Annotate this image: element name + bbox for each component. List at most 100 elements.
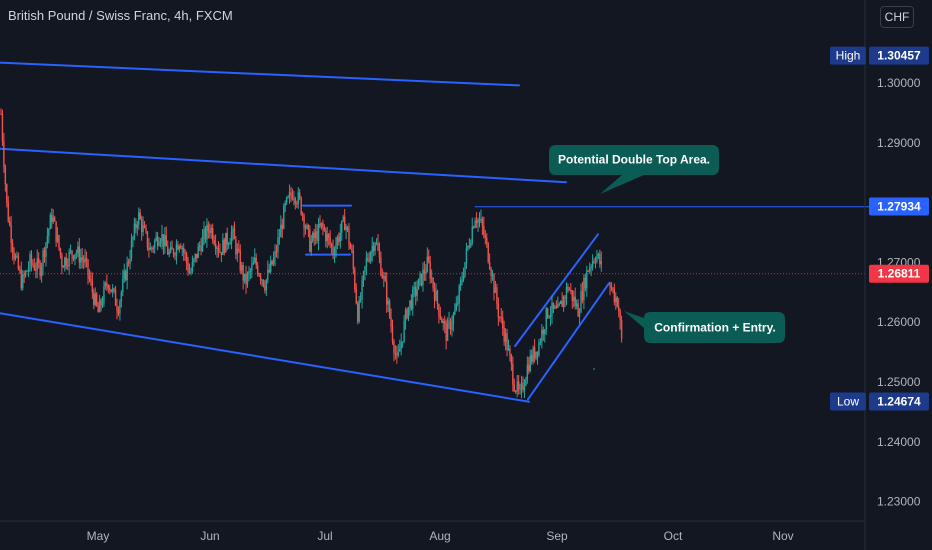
candle-body xyxy=(316,231,318,242)
candle-body xyxy=(557,304,559,308)
candle-body xyxy=(361,280,363,300)
candle-body xyxy=(261,279,263,281)
candle-body xyxy=(38,258,40,264)
candle-body xyxy=(544,329,546,335)
candle-body xyxy=(448,320,450,322)
candle-body xyxy=(541,329,543,343)
chart-title: British Pound / Swiss Franc, 4h, FXCM xyxy=(8,8,233,23)
candle-body xyxy=(75,253,78,255)
candle-body xyxy=(417,278,420,290)
candle-body xyxy=(428,256,430,262)
price-axis[interactable]: 1.300001.290001.280001.270001.260001.250… xyxy=(877,76,921,509)
candle-body xyxy=(619,310,621,321)
time-axis[interactable]: May Jun Jul Aug Sep Oct Nov xyxy=(87,529,794,543)
candle-body xyxy=(345,226,347,231)
candle-body xyxy=(500,317,502,319)
candle-body xyxy=(480,218,482,221)
price-marker-label: High xyxy=(836,49,861,63)
candle-body xyxy=(310,241,312,252)
candle-body xyxy=(55,221,57,242)
candle-body xyxy=(162,234,165,247)
candle-body xyxy=(248,271,250,274)
candle-body xyxy=(16,255,18,257)
candle-body xyxy=(558,303,560,305)
time-tick-label: Nov xyxy=(772,529,793,543)
candle-body xyxy=(387,300,389,305)
candle-body xyxy=(610,285,613,288)
candle-body xyxy=(532,347,534,362)
candle-body xyxy=(589,267,591,272)
candle-body xyxy=(497,304,500,318)
candle-body xyxy=(343,216,346,231)
candle-body xyxy=(210,227,212,233)
candle-body xyxy=(125,271,127,281)
rising-channel-upper-line[interactable] xyxy=(514,233,599,348)
candle-body xyxy=(352,251,355,270)
candle-body xyxy=(380,257,382,276)
callout-double-top[interactable]: Potential Double Top Area. xyxy=(549,145,719,194)
price-tick-label: 1.24000 xyxy=(877,435,921,449)
candle-body xyxy=(288,192,291,197)
candle-body xyxy=(129,258,131,264)
candle-body xyxy=(68,251,70,266)
candle-body xyxy=(81,257,83,260)
candle-body xyxy=(0,113,2,115)
candle-body xyxy=(256,265,259,275)
candle-body xyxy=(584,277,587,289)
candle-body xyxy=(570,289,572,291)
candle-body xyxy=(154,240,156,249)
candle-body xyxy=(48,229,50,236)
candle-body xyxy=(255,257,257,266)
candle-body xyxy=(439,315,442,319)
candle-body xyxy=(367,258,369,261)
channel-top-line[interactable] xyxy=(0,147,567,184)
candle-body xyxy=(313,232,315,239)
candle-body xyxy=(1,113,4,142)
candle-body xyxy=(528,364,530,372)
candle-body xyxy=(7,202,9,222)
candle-body xyxy=(365,258,368,267)
candle-body xyxy=(525,379,527,386)
candle-body xyxy=(594,261,597,263)
candle-body xyxy=(187,262,189,272)
upper-channel-line[interactable] xyxy=(0,61,520,87)
candle-body xyxy=(499,317,501,319)
price-marker-box xyxy=(869,46,929,65)
candle-body xyxy=(326,234,328,242)
callout-confirmation[interactable]: Confirmation + Entry. xyxy=(624,311,785,343)
candle-body xyxy=(371,245,373,253)
candle-body xyxy=(325,230,327,242)
candle-body xyxy=(396,354,398,356)
candle-body xyxy=(11,243,14,252)
candle-body xyxy=(74,254,76,260)
candle-body xyxy=(573,296,575,301)
candle-body xyxy=(106,282,108,286)
candle-body xyxy=(554,306,556,309)
candle-body xyxy=(342,216,344,221)
candle-body xyxy=(420,273,423,286)
candle-body xyxy=(71,250,73,256)
candle-body xyxy=(100,299,102,306)
price-marker-value: 1.27934 xyxy=(877,200,921,214)
candle-body xyxy=(123,271,125,279)
candle-body xyxy=(84,257,86,263)
channel-bottom-line[interactable] xyxy=(0,312,530,403)
candle-body xyxy=(535,351,537,359)
candle-body xyxy=(358,300,360,322)
candle-body xyxy=(64,257,66,268)
candle-body xyxy=(529,355,531,372)
candle-body xyxy=(452,314,455,325)
candle-body xyxy=(386,281,388,305)
candle-body xyxy=(506,333,508,351)
candle-body xyxy=(152,247,154,249)
currency-button[interactable]: CHF xyxy=(880,6,914,28)
candle-body xyxy=(227,244,230,246)
rising-channel-lower-line[interactable] xyxy=(527,282,610,401)
candle-body xyxy=(140,219,143,232)
candle-body xyxy=(462,276,465,280)
candle-body xyxy=(520,382,523,389)
candle-body xyxy=(19,269,21,271)
candle-body xyxy=(191,262,194,272)
candle-body xyxy=(357,303,359,322)
